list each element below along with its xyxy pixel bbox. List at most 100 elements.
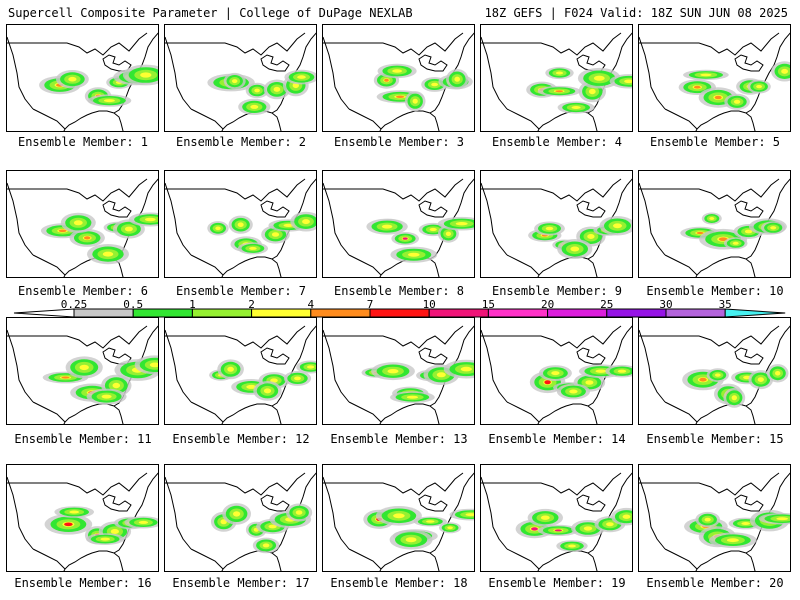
great-lakes-outline xyxy=(734,200,764,218)
scp-contour xyxy=(216,227,220,230)
scp-contour xyxy=(64,522,73,527)
map-outline xyxy=(165,329,192,403)
great-lakes-outline xyxy=(102,347,132,365)
scp-contour xyxy=(233,511,241,517)
map-outline xyxy=(639,476,666,550)
map-outline xyxy=(429,552,440,571)
map-outline xyxy=(323,36,350,110)
scp-contour xyxy=(140,72,152,78)
map-outline xyxy=(7,329,34,403)
map-field xyxy=(7,325,158,424)
ensemble-member-map xyxy=(480,317,633,425)
map-outline xyxy=(506,401,540,423)
scp-contour xyxy=(714,95,722,100)
ensemble-member-map xyxy=(638,464,791,572)
colorbar-tick-label: 30 xyxy=(659,298,673,311)
map-outline xyxy=(190,254,224,276)
map-field xyxy=(639,325,790,424)
map-outline xyxy=(7,182,34,256)
map-field xyxy=(165,325,316,424)
scp-contour xyxy=(571,106,581,109)
map-outline xyxy=(481,178,622,202)
member-label: Ensemble Member: 12 xyxy=(172,432,310,446)
map-outline xyxy=(639,182,666,256)
map-outline xyxy=(323,182,350,256)
scp-contour xyxy=(295,510,303,515)
colorbar-tick-label: 20 xyxy=(540,298,555,311)
map-outline xyxy=(429,112,440,131)
scp-contour xyxy=(250,104,259,109)
colorbar-segment xyxy=(251,308,312,318)
map-outline xyxy=(429,258,440,277)
map-field xyxy=(7,178,158,277)
scp-contour xyxy=(718,237,728,241)
scp-contour xyxy=(606,522,614,527)
scp-contour xyxy=(770,226,777,230)
map-outline xyxy=(639,329,666,403)
map-outline xyxy=(32,548,66,570)
great-lakes-outline xyxy=(418,494,448,512)
scp-contour xyxy=(249,246,257,250)
great-lakes-outline xyxy=(576,347,606,365)
scp-contour xyxy=(297,75,306,79)
member-label: Ensemble Member: 14 xyxy=(488,432,626,446)
scp-contour xyxy=(613,223,622,229)
scp-contour xyxy=(124,226,133,232)
map-outline xyxy=(323,472,464,496)
great-lakes-outline xyxy=(576,54,606,72)
scp-contour xyxy=(445,231,451,236)
scp-contour xyxy=(268,524,277,529)
great-lakes-outline xyxy=(576,494,606,512)
scp-contour xyxy=(555,90,564,93)
map-field xyxy=(323,178,474,277)
map-outline xyxy=(348,548,382,570)
scp-contour xyxy=(112,382,121,389)
map-outline xyxy=(639,32,780,56)
map-outline xyxy=(7,178,148,202)
map-outline xyxy=(587,258,598,277)
colorbar-segment xyxy=(487,308,549,318)
scp-contour xyxy=(588,88,596,95)
member-label: Ensemble Member: 1 xyxy=(17,135,149,149)
member-label: Ensemble Member: 5 xyxy=(649,135,781,149)
map-field xyxy=(323,472,474,571)
great-lakes-outline xyxy=(260,494,290,512)
colorbar-segment xyxy=(606,308,667,318)
scp-contour xyxy=(568,544,576,548)
map-field xyxy=(639,32,790,131)
ensemble-member-map xyxy=(6,317,159,425)
map-field xyxy=(7,472,158,571)
map-outline xyxy=(190,108,224,130)
map-outline xyxy=(481,472,622,496)
great-lakes-outline xyxy=(102,200,132,218)
ensemble-member-map xyxy=(480,24,633,132)
great-lakes-outline xyxy=(260,347,290,365)
scp-contour xyxy=(693,85,701,89)
colorbar-segment xyxy=(428,308,489,318)
map-outline xyxy=(481,329,508,403)
map-outline xyxy=(348,401,382,423)
scp-contour xyxy=(583,526,593,531)
map-outline xyxy=(745,258,756,277)
scp-contour xyxy=(776,517,789,521)
map-outline xyxy=(32,254,66,276)
map-outline xyxy=(745,178,790,260)
great-lakes-outline xyxy=(102,494,132,512)
member-label: Ensemble Member: 11 xyxy=(14,432,152,446)
map-field xyxy=(481,325,632,424)
map-outline xyxy=(639,178,780,202)
map-outline xyxy=(271,405,282,424)
map-outline xyxy=(506,548,540,570)
map-outline xyxy=(695,550,747,571)
member-label: Ensemble Member: 4 xyxy=(491,135,623,149)
map-outline xyxy=(587,552,598,571)
scp-contour xyxy=(545,226,554,231)
map-outline xyxy=(481,32,622,56)
map-outline xyxy=(537,110,589,131)
scp-contour xyxy=(726,538,739,543)
scp-contour xyxy=(101,394,112,399)
colorbar-tick-label: 0.25 xyxy=(60,298,88,311)
map-outline xyxy=(190,401,224,423)
map-outline xyxy=(7,32,148,56)
member-label: Ensemble Member: 13 xyxy=(330,432,468,446)
